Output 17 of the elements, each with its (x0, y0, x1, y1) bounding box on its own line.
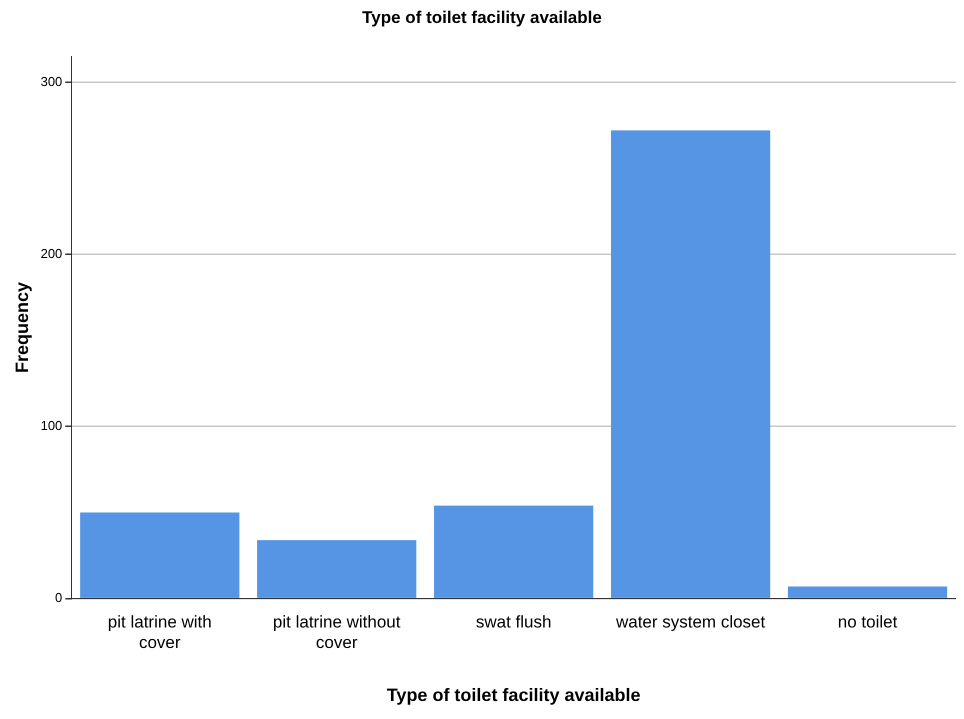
x-tick-label: no toilet (838, 612, 898, 632)
bar (257, 540, 416, 598)
bar (788, 586, 948, 598)
x-tick-label: swat flush (476, 612, 552, 632)
x-tick-label: pit latrine without cover (272, 612, 401, 652)
y-tick-label: 300 (40, 74, 62, 89)
bar (434, 506, 594, 598)
y-tick-label: 200 (40, 246, 62, 261)
x-tick-label: water system closet (614, 612, 766, 632)
x-axis-title: Type of toilet facility available (386, 685, 641, 706)
y-axis-title: Frequency (12, 282, 32, 374)
x-tick-label: pit latrine with cover (108, 612, 212, 652)
bar (80, 512, 240, 598)
bar (610, 130, 770, 598)
y-tick-label: 0 (55, 590, 62, 606)
chart-title: Type of toilet facility available (362, 8, 602, 27)
y-tick-label: 100 (40, 418, 62, 434)
